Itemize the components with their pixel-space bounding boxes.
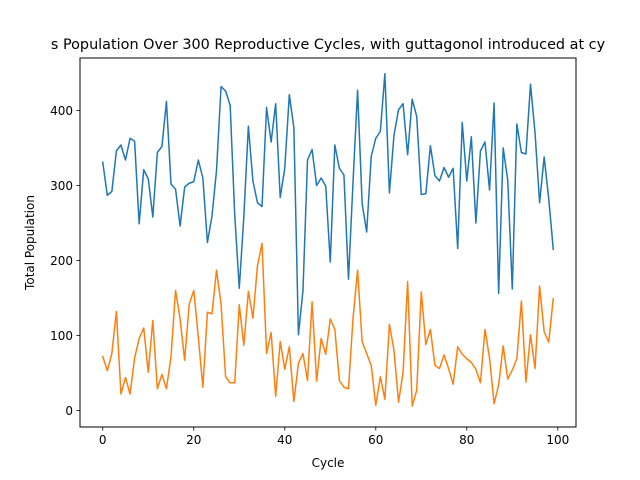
y-ticks: 0 100 200 300 400: [50, 104, 80, 418]
x-tick-label: 100: [546, 433, 569, 447]
x-tick-label: 80: [459, 433, 474, 447]
series-line-1: [101, 73, 555, 336]
y-tick-label: 200: [50, 254, 73, 268]
chart-title: s Population Over 300 Reproductive Cycle…: [51, 37, 606, 53]
x-axis-label: Cycle: [312, 456, 345, 470]
x-ticks: 0 20 40 60 80 100: [99, 427, 569, 447]
y-tick-label: 0: [65, 404, 73, 418]
y-tick-label: 400: [50, 104, 73, 118]
plot-frame: [79, 57, 577, 428]
x-tick-label: 0: [99, 433, 107, 447]
x-tick-label: 40: [277, 433, 292, 447]
series-layer: [101, 73, 555, 407]
x-tick-label: 60: [368, 433, 383, 447]
y-axis-label: Total Population: [23, 195, 37, 291]
y-tick-label: 300: [50, 179, 73, 193]
y-tick-label: 100: [50, 329, 73, 343]
series-line-2: [101, 242, 555, 407]
x-tick-label: 20: [186, 433, 201, 447]
